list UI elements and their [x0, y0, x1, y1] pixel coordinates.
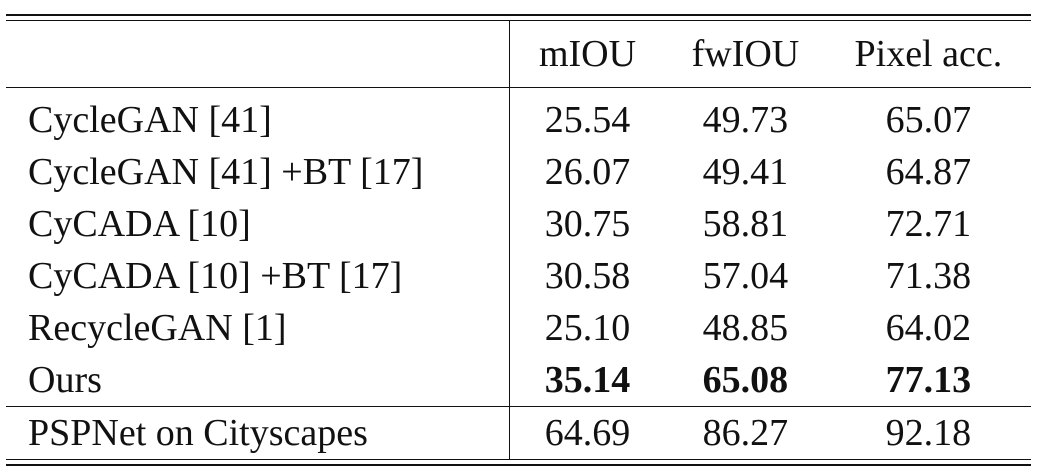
pixel-acc-cell: 65.07 [885, 99, 972, 141]
table-row: CyCADA [10] 30.75 58.81 72.71 [6, 198, 1031, 250]
results-table: mIOU fwIOU Pixel acc. CycleGAN [41] 25.5… [6, 21, 1031, 459]
table-row: CyCADA [10] +BT [17] 30.58 57.04 71.38 [6, 250, 1031, 302]
header-pixel-acc: Pixel acc. [825, 21, 1031, 88]
fwiou-cell: 48.85 [702, 307, 789, 349]
miou-cell-best: 35.14 [544, 359, 631, 401]
table-header-row: mIOU fwIOU Pixel acc. [6, 21, 1031, 88]
method-cell: CycleGAN [41] [6, 87, 510, 146]
table-bottom-rule [6, 459, 1031, 466]
table-top-rule [6, 14, 1031, 21]
method-cell: RecycleGAN [1] [6, 302, 510, 354]
pixel-acc-cell: 71.38 [885, 255, 972, 297]
miou-cell: 25.10 [544, 307, 631, 349]
method-cell: Ours [6, 354, 510, 407]
miou-cell: 30.58 [544, 255, 631, 297]
fwiou-cell: 49.41 [702, 151, 789, 193]
results-table-container: mIOU fwIOU Pixel acc. CycleGAN [41] 25.5… [6, 14, 1031, 466]
pixel-acc-cell: 72.71 [885, 203, 972, 245]
fwiou-cell: 57.04 [702, 255, 789, 297]
fwiou-cell: 86.27 [665, 406, 826, 459]
miou-cell: 26.07 [544, 151, 631, 193]
method-cell: CyCADA [10] [6, 198, 510, 250]
table-row-ours: Ours 35.14 65.08 77.13 [6, 354, 1031, 407]
table-row: CycleGAN [41] 25.54 49.73 65.07 [6, 87, 1031, 146]
pixel-acc-cell: 64.87 [885, 151, 972, 193]
miou-cell: 25.54 [544, 99, 631, 141]
header-method [6, 21, 510, 88]
header-fwiou: fwIOU [665, 21, 826, 88]
fwiou-cell-best: 65.08 [702, 359, 789, 401]
fwiou-cell: 49.73 [702, 99, 789, 141]
table-row-reference: PSPNet on Cityscapes 64.69 86.27 92.18 [6, 406, 1031, 459]
table-row: CycleGAN [41] +BT [17] 26.07 49.41 64.87 [6, 146, 1031, 198]
method-cell: CyCADA [10] +BT [17] [6, 250, 510, 302]
miou-cell: 64.69 [509, 406, 666, 459]
method-cell: PSPNet on Cityscapes [6, 406, 510, 459]
pixel-acc-cell: 92.18 [825, 406, 1031, 459]
fwiou-cell: 58.81 [702, 203, 789, 245]
table-row: RecycleGAN [1] 25.10 48.85 64.02 [6, 302, 1031, 354]
header-miou: mIOU [509, 21, 666, 88]
method-cell: CycleGAN [41] +BT [17] [6, 146, 510, 198]
pixel-acc-cell-best: 77.13 [885, 359, 972, 401]
miou-cell: 30.75 [544, 203, 631, 245]
pixel-acc-cell: 64.02 [885, 307, 972, 349]
